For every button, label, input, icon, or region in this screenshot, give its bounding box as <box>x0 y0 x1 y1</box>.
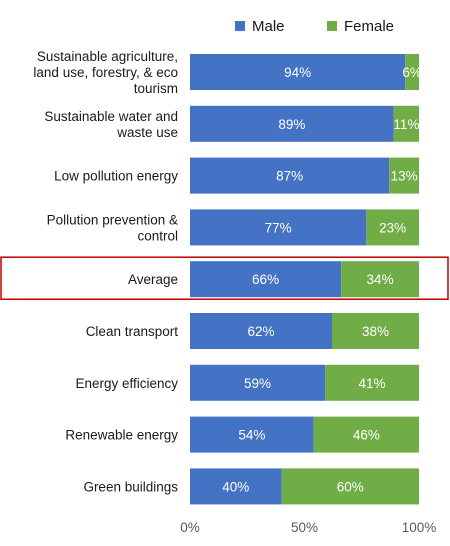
bar-area: 94% 6% 89% 11% 87% 13% 77% 23% 66% 34% 62% 38% 59% 41… <box>190 54 422 505</box>
bar-male-6 <box>190 364 326 401</box>
category-label-6: Energy efficiency <box>75 376 178 391</box>
data-label-female-2: 13% <box>391 169 418 184</box>
legend-label-male: Male <box>252 18 285 35</box>
data-label-female-0: 6% <box>402 65 422 80</box>
data-label-female-5: 38% <box>362 324 389 339</box>
data-label-male-6: 59% <box>244 376 271 391</box>
legend-swatch-female <box>327 21 337 31</box>
chart-legend: Male Female <box>235 18 394 35</box>
data-label-male-1: 89% <box>278 117 305 132</box>
legend-swatch-male <box>235 21 245 31</box>
x-tick-label-0: 0% <box>180 520 200 535</box>
category-label-5: Clean transport <box>86 324 179 339</box>
data-label-male-2: 87% <box>276 169 303 184</box>
bar-female-6 <box>325 364 419 401</box>
bar-female-4 <box>341 261 419 298</box>
bar-female-2 <box>389 157 419 194</box>
category-label-0: Sustainable agriculture, land use, forest… <box>33 49 178 96</box>
x-axis: 0% 50% 100% <box>180 520 436 535</box>
x-tick-label-1: 50% <box>291 520 318 535</box>
data-label-female-6: 41% <box>359 376 386 391</box>
data-label-female-7: 46% <box>353 428 380 443</box>
legend-label-female: Female <box>344 18 394 35</box>
bar-male-2 <box>190 157 390 194</box>
category-label-4: Average <box>128 272 178 287</box>
data-label-female-8: 60% <box>337 479 364 494</box>
bar-female-8 <box>281 468 419 505</box>
category-labels: Sustainable agriculture, land use, forest… <box>33 49 178 494</box>
bar-male-8 <box>190 468 282 505</box>
category-label-8: Green buildings <box>83 479 178 494</box>
data-label-male-0: 94% <box>284 65 311 80</box>
bar-female-3 <box>366 209 419 246</box>
bar-female-1 <box>393 105 419 142</box>
average-highlight-box <box>0 256 449 300</box>
data-label-male-5: 62% <box>247 324 274 339</box>
data-label-female-1: 11% <box>393 117 419 132</box>
data-label-female-4: 34% <box>367 272 394 287</box>
category-label-7: Renewable energy <box>65 428 178 443</box>
category-label-2: Low pollution energy <box>54 169 178 184</box>
bar-male-3 <box>190 209 367 246</box>
data-label-female-3: 23% <box>379 220 406 235</box>
bar-male-5 <box>190 313 332 349</box>
data-label-male-8: 40% <box>222 479 249 494</box>
bar-female-0 <box>405 54 419 90</box>
category-label-3: Pollution prevention & control <box>47 212 178 243</box>
data-label-male-3: 77% <box>265 220 292 235</box>
bar-male-4 <box>190 261 342 298</box>
bar-male-0 <box>190 54 406 90</box>
x-tick-label-2: 100% <box>402 520 437 535</box>
category-label-1: Sustainable water and waste use <box>44 109 178 140</box>
bar-female-5 <box>331 313 419 349</box>
bar-female-7 <box>313 416 419 453</box>
bar-male-1 <box>190 105 394 142</box>
average-highlight <box>0 256 449 300</box>
bar-male-7 <box>190 416 314 453</box>
data-label-male-4: 66% <box>252 272 279 287</box>
data-label-male-7: 54% <box>238 428 265 443</box>
